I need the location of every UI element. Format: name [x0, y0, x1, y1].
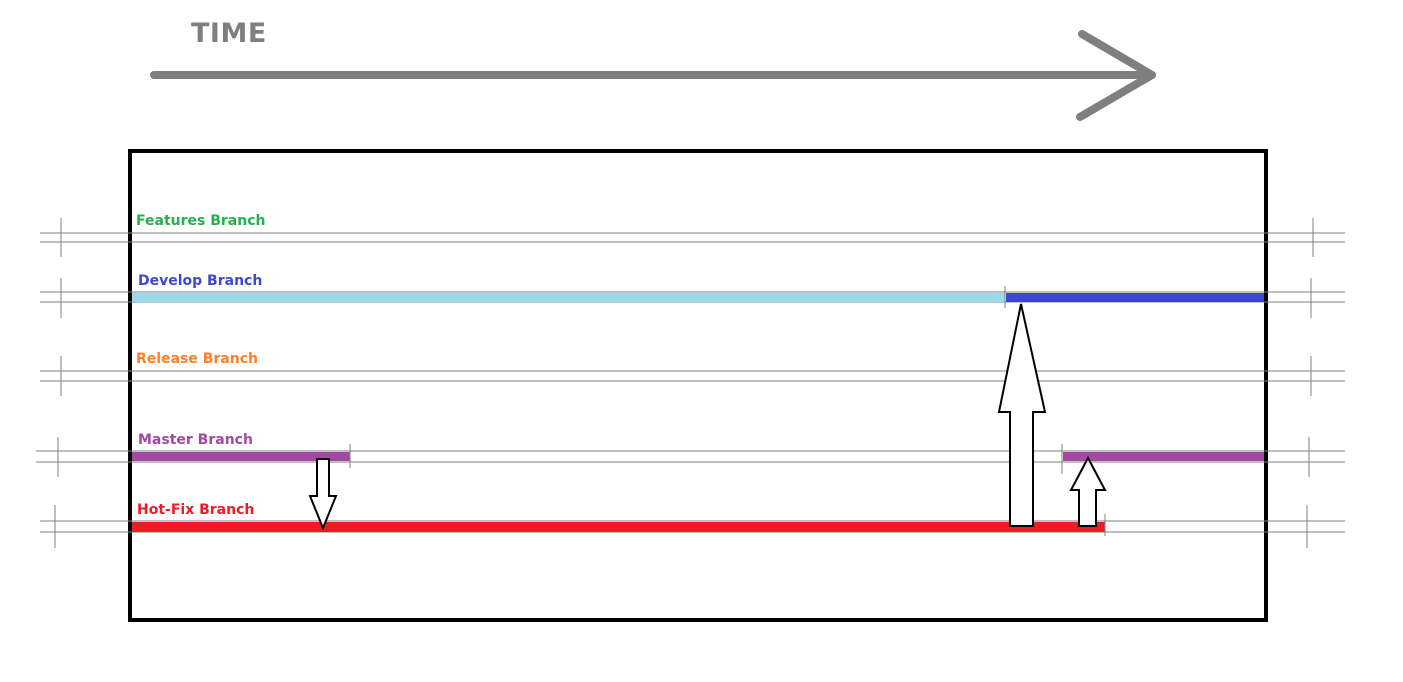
diagram-frame: [128, 149, 1268, 622]
hotfix-branch-label: Hot-Fix Branch: [137, 502, 255, 518]
release-branch-label: Release Branch: [136, 351, 258, 367]
develop-branch-label: Develop Branch: [138, 273, 263, 289]
master-branch-label: Master Branch: [138, 432, 253, 448]
master-to-hotfix-arrow: [308, 458, 338, 531]
hotfix-branch-bar: [132, 522, 1105, 532]
master-branch-bar-initial: [132, 452, 350, 461]
time-arrow: [150, 30, 1156, 121]
track-end-ticks: [54, 218, 1314, 548]
develop-branch-bar-initial: [132, 293, 1005, 302]
time-label: TIME: [191, 18, 267, 49]
hotfix-to-develop-arrow: [997, 303, 1047, 527]
develop-branch-bar-updated: [1006, 293, 1264, 302]
hotfix-to-master-arrow: [1069, 455, 1107, 527]
master-branch-bar-updated: [1063, 452, 1264, 461]
features-branch-label: Features Branch: [136, 213, 266, 229]
